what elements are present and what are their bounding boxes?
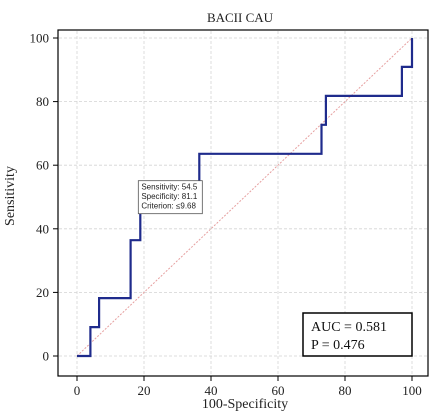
y-tick-label: 40 [36,221,49,236]
y-tick-label: 100 [30,31,50,46]
y-tick-label: 0 [43,349,50,364]
x-tick-label: 80 [339,383,352,398]
auc-label: AUC = 0.581 [311,320,387,335]
x-tick-label: 40 [205,383,218,398]
criterion-annotation: Sensitivity: 54.5 Specificity: 81.1 Crit… [137,180,203,215]
stats-box: AUC = 0.581 P = 0.476 [302,312,413,357]
y-tick-label: 80 [36,94,49,109]
annotation-criterion: Criterion: ≤9.68 [141,202,196,211]
y-tick-label: 20 [36,285,49,300]
x-tick-label: 0 [74,383,81,398]
axes: 0 20 40 60 80 100 0 20 40 60 80 100 [30,31,422,399]
p-value-label: P = 0.476 [311,338,365,353]
y-tick-label: 60 [36,158,49,173]
reference-diagonal [76,37,413,357]
chart-title: BACII CAU [207,10,274,25]
x-tick-label: 20 [138,383,151,398]
annotation-box [137,180,203,215]
x-tick-label: 100 [402,383,422,398]
stats-frame [302,312,413,357]
grid [59,31,427,375]
y-axis-title: Sensitivity [3,166,18,226]
annotation-sensitivity: Sensitivity: 54.5 [141,183,198,192]
plot-frame [57,29,429,377]
x-tick-label: 60 [272,383,285,398]
x-axis-title: 100-Specificity [202,397,288,412]
annotation-specificity: Specificity: 81.1 [141,192,198,201]
